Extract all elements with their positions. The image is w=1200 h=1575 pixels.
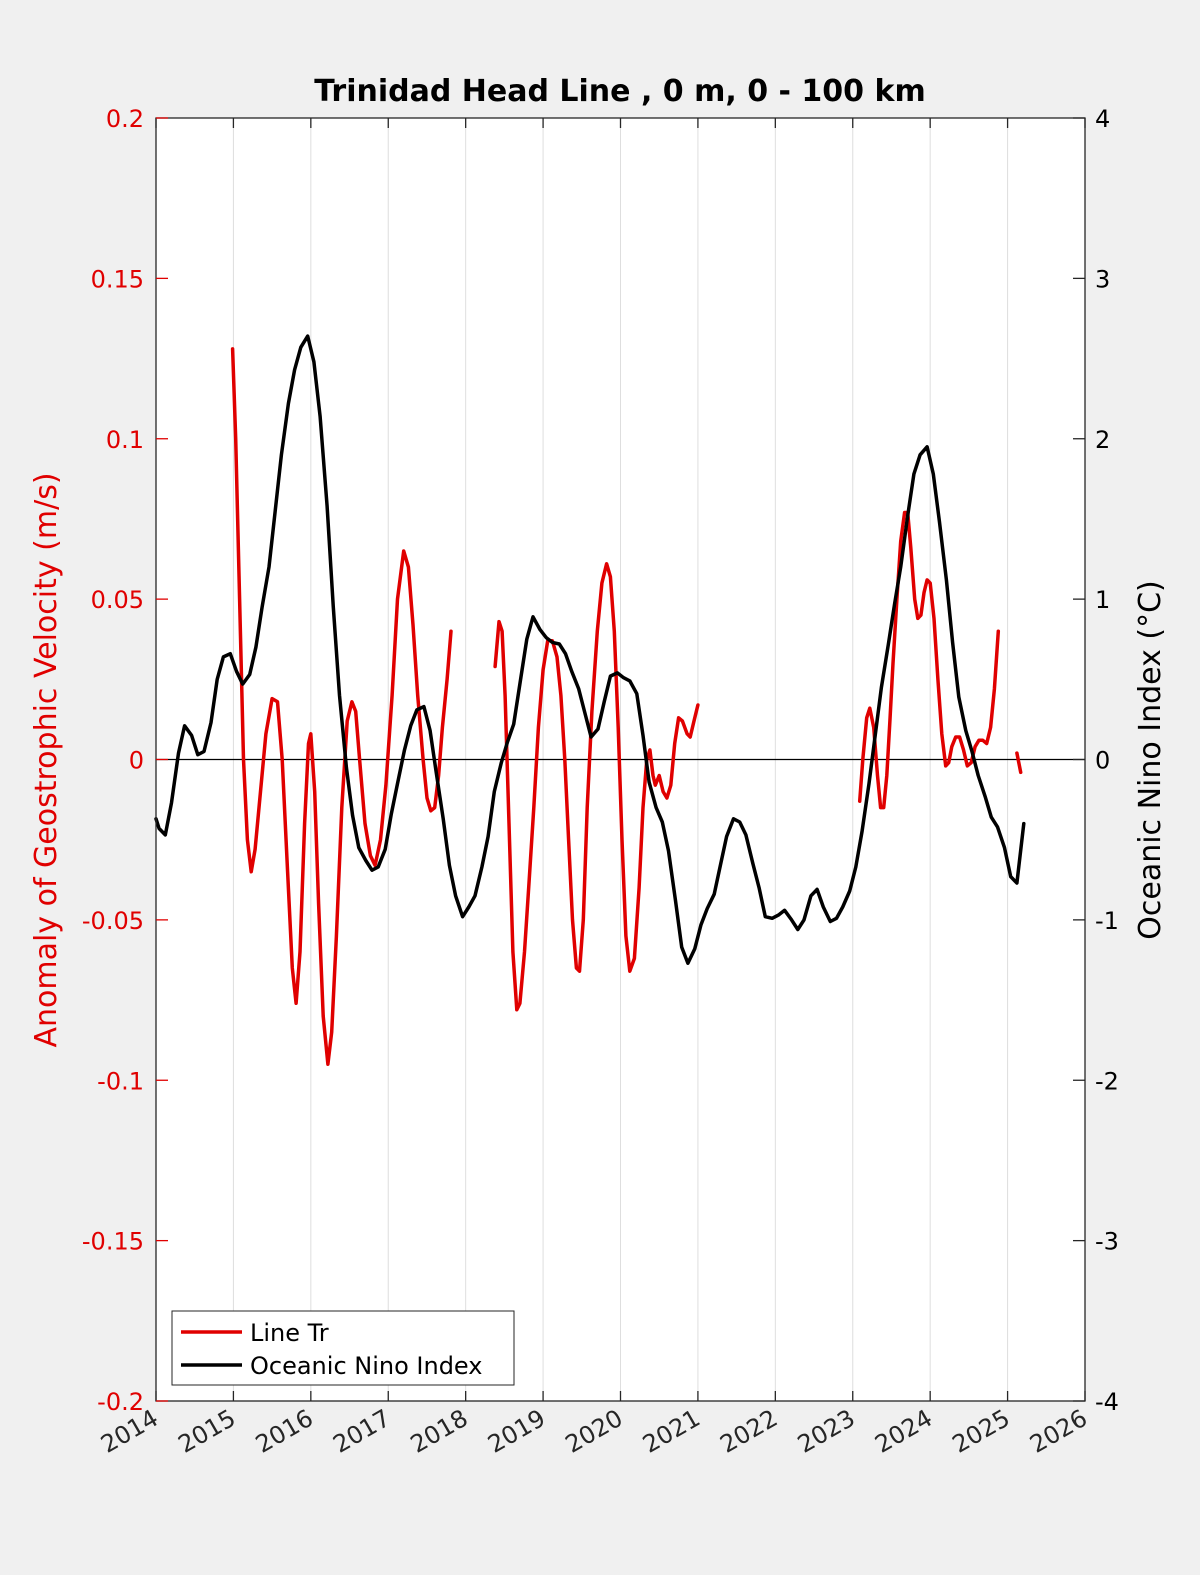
y-right-tick-label: -3 xyxy=(1095,1228,1119,1256)
legend-label-line-tr: Line Tr xyxy=(250,1319,329,1347)
y-right-tick-label: -2 xyxy=(1095,1067,1119,1095)
legend-box xyxy=(171,1310,515,1386)
y-left-tick-label: 0.15 xyxy=(91,265,144,293)
series-line-line-tr xyxy=(230,347,453,1066)
y-right-tick-label: 2 xyxy=(1095,426,1110,454)
series-line-oceanic-nino-index xyxy=(154,334,1026,965)
series-layer xyxy=(154,334,1026,1066)
ticks-layer: 2014 2015 2016 2017 2018 2019 2020 2021 2022 2023… xyxy=(82,105,1119,1459)
y-left-tick-label: 0.2 xyxy=(106,105,144,133)
y-axis-left-label: Anomaly of Geostrophic Velocity (m/s) xyxy=(29,472,64,1047)
y-right-tick-label: 0 xyxy=(1095,747,1110,775)
y-right-tick-label: -1 xyxy=(1095,907,1119,935)
y-right-tick-label: 1 xyxy=(1095,586,1110,614)
y-right-tick-label: 4 xyxy=(1095,105,1110,133)
series-line-line-tr xyxy=(493,562,700,1012)
y-left-tick-label: -0.1 xyxy=(97,1067,144,1095)
y-left-tick-label: 0.1 xyxy=(106,426,144,454)
y-left-tick-label: 0 xyxy=(129,747,144,775)
legend-label-oceanic-nino-index: Oceanic Nino Index xyxy=(250,1352,482,1380)
y-left-tick-label: -0.2 xyxy=(97,1388,144,1416)
chart-title: Trinidad Head Line , 0 m, 0 - 100 km xyxy=(314,74,925,109)
legend: Line Tr Oceanic Nino Index xyxy=(171,1310,515,1386)
y-axis-right-label: Oceanic Nino Index (°C) xyxy=(1133,580,1168,940)
y-left-tick-label: -0.15 xyxy=(82,1228,144,1256)
y-left-tick-label: -0.05 xyxy=(82,907,144,935)
y-right-tick-label: -4 xyxy=(1095,1388,1119,1416)
y-right-tick-label: 3 xyxy=(1095,265,1110,293)
series-line-line-tr xyxy=(1015,751,1023,775)
y-left-tick-label: 0.05 xyxy=(91,586,144,614)
